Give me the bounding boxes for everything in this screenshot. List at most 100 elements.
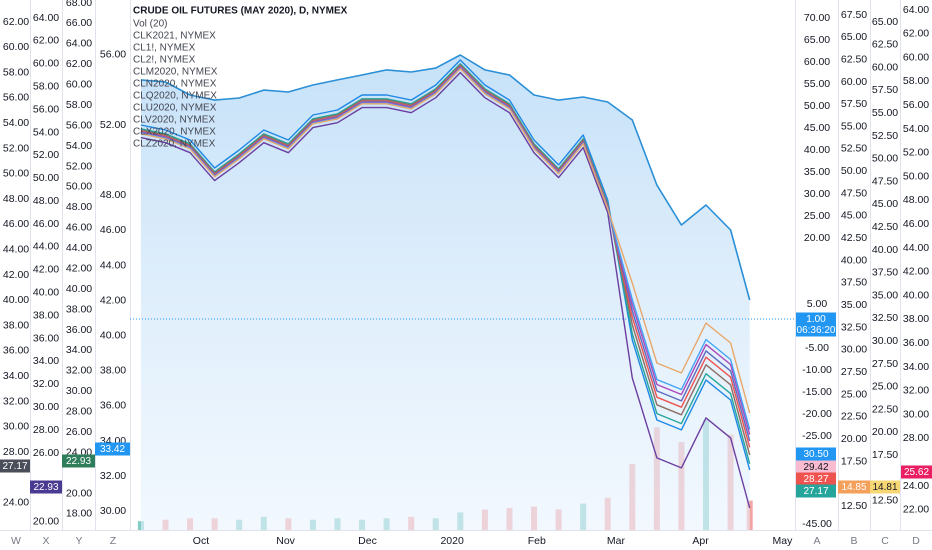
y-tick-label: 17.50: [841, 455, 867, 467]
y-tick-label: 42.00: [3, 269, 29, 281]
axis-name: A: [813, 535, 820, 547]
price-tag: [0, 459, 30, 473]
y-tick-label: 25.00: [841, 388, 867, 400]
y-tick-label: 65.00: [841, 31, 867, 43]
y-tick-label: 54.00: [66, 140, 92, 152]
legend: CRUDE OIL FUTURES (MAY 2020), D, NYMEX V…: [133, 6, 348, 150]
legend-entry: CLN2020, NYMEX: [133, 79, 217, 90]
y-tick-label: 30.00: [903, 408, 929, 420]
y-tick-label: 50.00: [33, 172, 59, 184]
y-tick-label: 58.00: [66, 99, 92, 111]
series-line: [140, 64, 751, 456]
y-tick-label: 48.00: [100, 189, 126, 201]
y-tick-label: 58.00: [3, 66, 29, 78]
y-tick-label: 36.00: [33, 332, 59, 344]
price-tag-label: 14.85: [841, 482, 866, 493]
y-tick-label: 36.00: [3, 345, 29, 357]
y-tick-label: 42.00: [100, 294, 126, 306]
y-tick-label: 65.00: [872, 16, 898, 28]
legend-entry: CL1!, NYMEX: [133, 43, 196, 54]
y-tick-label: 44.00: [33, 241, 59, 253]
y-tick-label: 54.00: [3, 117, 29, 129]
y-tick-label: 28.00: [33, 424, 59, 436]
price-tag: [796, 472, 836, 486]
y-tick-label: 60.00: [872, 61, 898, 73]
price-tag: [62, 454, 95, 468]
countdown: 06:36:20: [797, 325, 836, 336]
y-tick-label: 52.50: [872, 130, 898, 142]
price-tag: [838, 480, 870, 494]
x-tick-label: 2020: [440, 535, 464, 547]
x-tick-label: Nov: [276, 535, 295, 547]
y-tick-label: 32.00: [903, 385, 929, 397]
y-tick-label: 50.00: [804, 100, 830, 112]
y-tick-label: 44.00: [903, 242, 929, 254]
y-tick-label: 20.00: [872, 426, 898, 438]
x-tick-label: Apr: [692, 535, 709, 547]
y-tick-label: 36.00: [903, 337, 929, 349]
y-tick-label: 25.00: [872, 381, 898, 393]
x-tick-label: Mar: [607, 535, 626, 547]
y-tick-label: 28.00: [66, 406, 92, 418]
y-tick-label: 30.00: [100, 505, 126, 517]
legend-entry: CLX2020, NYMEX: [133, 127, 216, 138]
y-tick-label: 55.00: [872, 107, 898, 119]
y-tick-label: 30.00: [872, 335, 898, 347]
y-tick-label: 64.00: [903, 4, 929, 16]
y-tick-label: 42.50: [841, 232, 867, 244]
y-tick-label: 52.50: [841, 143, 867, 155]
y-tick-label: 28.00: [903, 432, 929, 444]
y-tick-label: 42.00: [903, 266, 929, 278]
y-tick-label: 70.00: [804, 12, 830, 24]
y-tick-label: 40.00: [804, 144, 830, 156]
y-tick-label: 62.00: [33, 35, 59, 47]
y-tick-label: 34.00: [903, 361, 929, 373]
axis-name: C: [881, 535, 889, 547]
axis-name: Z: [110, 535, 117, 547]
y-tick-label: 22.00: [903, 504, 929, 516]
y-tick-label: 50.00: [841, 165, 867, 177]
y-tick-label: 34.00: [3, 370, 29, 382]
y-tick-label: 45.00: [841, 210, 867, 222]
price-tag-label: 29.42: [803, 462, 828, 473]
y-tick-label: 26.00: [33, 447, 59, 459]
legend-entry: CLM2020, NYMEX: [133, 67, 218, 78]
y-tick-label: 62.50: [872, 39, 898, 51]
axis-layer: 62.00 60.00 58.00 56.00 54.00 52.00 50.00 48.00…: [3, 0, 929, 547]
y-tick-label: 62.00: [3, 16, 29, 28]
y-tick-label: 35.00: [841, 299, 867, 311]
y-tick-label: 50.00: [66, 181, 92, 193]
y-tick-label: 5.00: [807, 298, 828, 310]
y-tick-label: 38.00: [903, 313, 929, 325]
price-tag: [901, 465, 932, 479]
y-tick-label: 26.00: [66, 426, 92, 438]
y-tick-label: 40.00: [33, 287, 59, 299]
y-tick-label: 46.00: [66, 222, 92, 234]
y-tick-label: 12.50: [841, 500, 867, 512]
price-tag-label: 14.81: [872, 482, 897, 493]
axis-separators: [0, 0, 932, 531]
countdown-tag: [796, 323, 836, 337]
y-tick-label: 56.00: [903, 99, 929, 111]
y-tick-label: 34.00: [33, 355, 59, 367]
y-tick-label: 48.00: [903, 194, 929, 206]
y-tick-label: 60.00: [3, 41, 29, 53]
y-tick-label: 32.00: [3, 395, 29, 407]
series-line: [140, 54, 751, 301]
y-tick-label: 32.00: [100, 470, 126, 482]
price-tag: [30, 480, 62, 494]
y-tick-label: 64.00: [66, 38, 92, 50]
y-tick-label: -5.00: [805, 342, 829, 354]
y-tick-label: 32.50: [872, 312, 898, 324]
x-tick-label: Dec: [358, 535, 377, 547]
line-layer: [140, 54, 751, 530]
price-tag: [796, 447, 836, 461]
y-tick-label: 34.00: [66, 344, 92, 356]
y-tick-label: 46.00: [3, 218, 29, 230]
y-tick-label: 60.00: [903, 51, 929, 63]
y-tick-label: 58.00: [33, 80, 59, 92]
y-tick-label: 30.00: [33, 401, 59, 413]
legend-entry: CLQ2020, NYMEX: [133, 91, 217, 102]
y-tick-label: 12.50: [872, 495, 898, 507]
